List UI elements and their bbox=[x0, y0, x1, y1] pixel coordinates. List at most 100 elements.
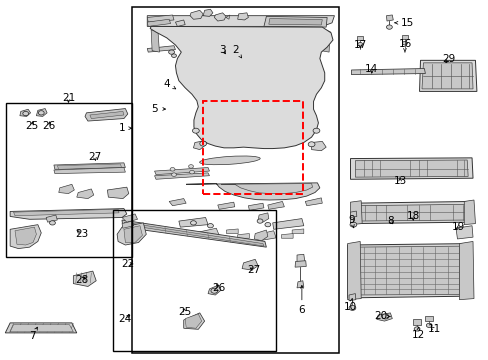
Circle shape bbox=[171, 54, 176, 58]
Text: 26: 26 bbox=[212, 283, 225, 293]
Polygon shape bbox=[386, 15, 392, 21]
Polygon shape bbox=[350, 201, 362, 225]
Polygon shape bbox=[264, 17, 326, 27]
Polygon shape bbox=[401, 35, 407, 39]
Polygon shape bbox=[10, 325, 73, 332]
Polygon shape bbox=[463, 200, 474, 225]
Polygon shape bbox=[291, 229, 303, 234]
Polygon shape bbox=[85, 109, 127, 121]
Circle shape bbox=[348, 305, 355, 310]
Polygon shape bbox=[186, 183, 319, 200]
Polygon shape bbox=[226, 229, 238, 234]
Polygon shape bbox=[238, 51, 282, 85]
Polygon shape bbox=[225, 15, 229, 19]
Polygon shape bbox=[294, 261, 305, 267]
Polygon shape bbox=[311, 141, 325, 151]
Text: 21: 21 bbox=[62, 93, 75, 103]
Text: 11: 11 bbox=[427, 324, 440, 334]
Polygon shape bbox=[10, 225, 41, 249]
Polygon shape bbox=[122, 221, 133, 228]
Circle shape bbox=[357, 42, 362, 46]
Text: 12: 12 bbox=[410, 327, 424, 341]
Circle shape bbox=[190, 221, 196, 225]
Polygon shape bbox=[258, 231, 276, 241]
Polygon shape bbox=[46, 215, 57, 222]
Circle shape bbox=[257, 219, 263, 223]
Circle shape bbox=[264, 222, 270, 227]
Polygon shape bbox=[147, 16, 334, 26]
Circle shape bbox=[23, 111, 29, 116]
Text: 2: 2 bbox=[232, 45, 241, 58]
Text: 7: 7 bbox=[29, 327, 38, 342]
Circle shape bbox=[349, 222, 356, 227]
Polygon shape bbox=[20, 109, 30, 116]
Polygon shape bbox=[237, 234, 249, 238]
Polygon shape bbox=[122, 220, 266, 247]
Text: 25: 25 bbox=[178, 307, 191, 317]
Circle shape bbox=[200, 141, 206, 146]
Text: 19: 19 bbox=[451, 222, 464, 232]
Polygon shape bbox=[151, 30, 159, 52]
Polygon shape bbox=[190, 10, 203, 19]
Polygon shape bbox=[214, 13, 225, 21]
Polygon shape bbox=[14, 209, 119, 216]
Text: 17: 17 bbox=[353, 40, 366, 50]
Polygon shape bbox=[347, 244, 472, 298]
Polygon shape bbox=[268, 18, 322, 25]
Polygon shape bbox=[221, 184, 312, 194]
Bar bbox=[203, 102, 302, 194]
Text: 13: 13 bbox=[393, 176, 406, 186]
Polygon shape bbox=[351, 202, 473, 224]
Polygon shape bbox=[355, 160, 467, 177]
Text: 15: 15 bbox=[394, 18, 413, 28]
Polygon shape bbox=[350, 158, 472, 179]
Polygon shape bbox=[117, 223, 146, 245]
Polygon shape bbox=[281, 234, 292, 238]
Polygon shape bbox=[59, 184, 74, 194]
Circle shape bbox=[192, 128, 199, 133]
Text: 25: 25 bbox=[25, 121, 38, 131]
Polygon shape bbox=[248, 203, 264, 210]
Polygon shape bbox=[217, 202, 234, 209]
Polygon shape bbox=[90, 111, 123, 118]
Text: 26: 26 bbox=[42, 121, 56, 131]
Polygon shape bbox=[305, 198, 322, 206]
Text: 14: 14 bbox=[365, 64, 378, 74]
Bar bbox=[6, 103, 131, 257]
Polygon shape bbox=[254, 230, 267, 241]
Polygon shape bbox=[347, 242, 361, 300]
Circle shape bbox=[189, 170, 194, 174]
Polygon shape bbox=[175, 20, 185, 26]
Polygon shape bbox=[73, 271, 96, 287]
Circle shape bbox=[188, 165, 193, 168]
Polygon shape bbox=[412, 319, 420, 325]
Polygon shape bbox=[122, 214, 137, 222]
Polygon shape bbox=[348, 294, 355, 301]
Polygon shape bbox=[54, 167, 125, 174]
Circle shape bbox=[168, 50, 174, 54]
Polygon shape bbox=[267, 202, 284, 209]
Polygon shape bbox=[455, 226, 472, 239]
Polygon shape bbox=[350, 211, 356, 217]
Polygon shape bbox=[242, 259, 258, 270]
Polygon shape bbox=[147, 46, 175, 52]
Polygon shape bbox=[150, 26, 332, 149]
Circle shape bbox=[402, 41, 407, 45]
Circle shape bbox=[49, 221, 55, 225]
Circle shape bbox=[171, 173, 176, 176]
Polygon shape bbox=[77, 189, 94, 199]
Polygon shape bbox=[169, 199, 186, 206]
Polygon shape bbox=[5, 323, 77, 333]
Polygon shape bbox=[296, 281, 303, 288]
Polygon shape bbox=[123, 226, 142, 243]
Text: 23: 23 bbox=[75, 229, 88, 239]
Polygon shape bbox=[356, 204, 468, 221]
Polygon shape bbox=[123, 222, 264, 246]
Circle shape bbox=[170, 167, 175, 171]
Polygon shape bbox=[183, 313, 204, 329]
Text: 27: 27 bbox=[88, 152, 101, 162]
Circle shape bbox=[207, 224, 213, 228]
Polygon shape bbox=[185, 314, 201, 328]
Polygon shape bbox=[458, 242, 473, 300]
Text: 24: 24 bbox=[118, 314, 131, 324]
